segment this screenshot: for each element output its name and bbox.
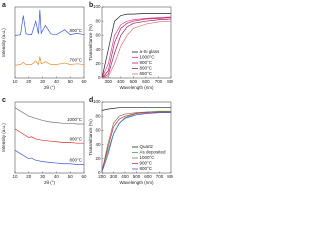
x-tick-label: 600 — [144, 174, 152, 179]
x-tick-label: 30 — [40, 79, 46, 84]
x-tick-label: 10 — [12, 79, 18, 84]
y-axis-label: Intensity (a.u.) — [1, 28, 6, 57]
x-axis-label: 2θ (°) — [44, 85, 56, 90]
legend-label: Quartz — [140, 144, 154, 149]
y-axis-label: Transmittance (%) — [88, 24, 93, 61]
y-tick-label: 0 — [98, 75, 101, 80]
series-line — [101, 18, 172, 79]
x-tick-label: 200 — [98, 174, 106, 179]
y-tick-label: 100 — [93, 99, 101, 104]
plot-frame — [14, 6, 85, 79]
series-line — [101, 20, 172, 79]
x-tick-label: 700 — [155, 79, 163, 84]
series-line — [14, 149, 84, 165]
x-tick-label: 30 — [40, 174, 46, 179]
x-tick-label: 60 — [81, 174, 87, 179]
legend-label: 800°C — [140, 66, 153, 71]
y-tick-label: 20 — [95, 156, 101, 161]
y-tick-label: 80 — [95, 18, 101, 23]
x-tick-label: 400 — [117, 79, 125, 84]
x-tick-label: 500 — [133, 174, 141, 179]
y-tick-label: 60 — [95, 33, 101, 38]
legend-label: 650°C — [140, 71, 153, 76]
y-tick-label: 0 — [98, 170, 101, 175]
panel-label: b — [89, 2, 93, 9]
y-tick-label: 80 — [95, 113, 101, 118]
legend-label: 900°C — [140, 60, 153, 65]
x-tick-label: 40 — [54, 174, 60, 179]
x-tick-label: 20 — [26, 79, 32, 84]
x-tick-label: 300 — [105, 79, 113, 84]
x-tick-label: 700 — [156, 174, 164, 179]
legend-label: As deposited — [140, 150, 167, 155]
series-line — [14, 9, 85, 36]
x-tick-label: 600 — [142, 79, 150, 84]
series-line — [101, 13, 171, 79]
series-label: 1000°C — [67, 117, 83, 122]
series-line — [101, 110, 171, 170]
series-line — [101, 111, 171, 172]
series-line — [101, 17, 172, 79]
legend-label: 800°C — [140, 166, 153, 171]
legend-label: 900°C — [140, 161, 153, 166]
x-axis-label: Wavelength (nm) — [119, 180, 154, 185]
series-line — [14, 128, 84, 144]
panel-label: c — [2, 97, 6, 104]
x-tick-label: 500 — [130, 79, 138, 84]
x-tick-label: 60 — [81, 79, 87, 84]
x-axis-label: 2θ (°) — [44, 180, 56, 185]
legend-label: a-Si glass — [140, 49, 161, 54]
x-tick-label: 800 — [167, 79, 173, 84]
plot-frame — [14, 101, 85, 174]
x-tick-label: 50 — [68, 79, 74, 84]
panel-label: a — [2, 2, 6, 9]
y-tick-label: 40 — [95, 142, 101, 147]
x-tick-label: 300 — [110, 174, 118, 179]
x-axis-label: Wavelength (nm) — [119, 85, 154, 90]
plot-frame — [101, 6, 172, 79]
x-tick-label: 10 — [12, 174, 18, 179]
legend-label: 1000°C — [140, 55, 156, 60]
y-axis-label: Intensity (a.u.) — [1, 123, 6, 152]
series-line — [14, 107, 84, 125]
series-label: 800°C — [69, 28, 82, 33]
x-tick-label: 400 — [121, 174, 129, 179]
figure: a 10 20 30 40 50 60 2θ (°) Intensity (a.u.) 800°C… — [1, 2, 173, 185]
series-label: 700°C — [69, 58, 82, 63]
y-axis-label: Transmittance (%) — [88, 119, 93, 156]
series-line — [101, 111, 171, 172]
x-tick-label: 800 — [167, 174, 173, 179]
x-tick-label: 50 — [68, 174, 74, 179]
y-tick-label: 60 — [95, 128, 101, 133]
series-label: 900°C — [69, 136, 82, 141]
series-line — [14, 56, 85, 66]
y-tick-label: 100 — [93, 4, 101, 9]
y-tick-label: 20 — [95, 61, 101, 66]
x-tick-label: 40 — [54, 79, 60, 84]
x-tick-label: 20 — [26, 174, 32, 179]
series-line — [101, 16, 172, 79]
y-tick-label: 40 — [95, 47, 101, 52]
legend-label: 1000°C — [140, 155, 156, 160]
series-label: 800°C — [69, 158, 82, 163]
series-line — [101, 107, 171, 111]
series-line — [101, 112, 171, 172]
page: a 10 20 30 40 50 60 2θ (°) Intensity (a.u.) 800°C… — [1, 1, 173, 186]
panel-label: d — [89, 97, 93, 104]
